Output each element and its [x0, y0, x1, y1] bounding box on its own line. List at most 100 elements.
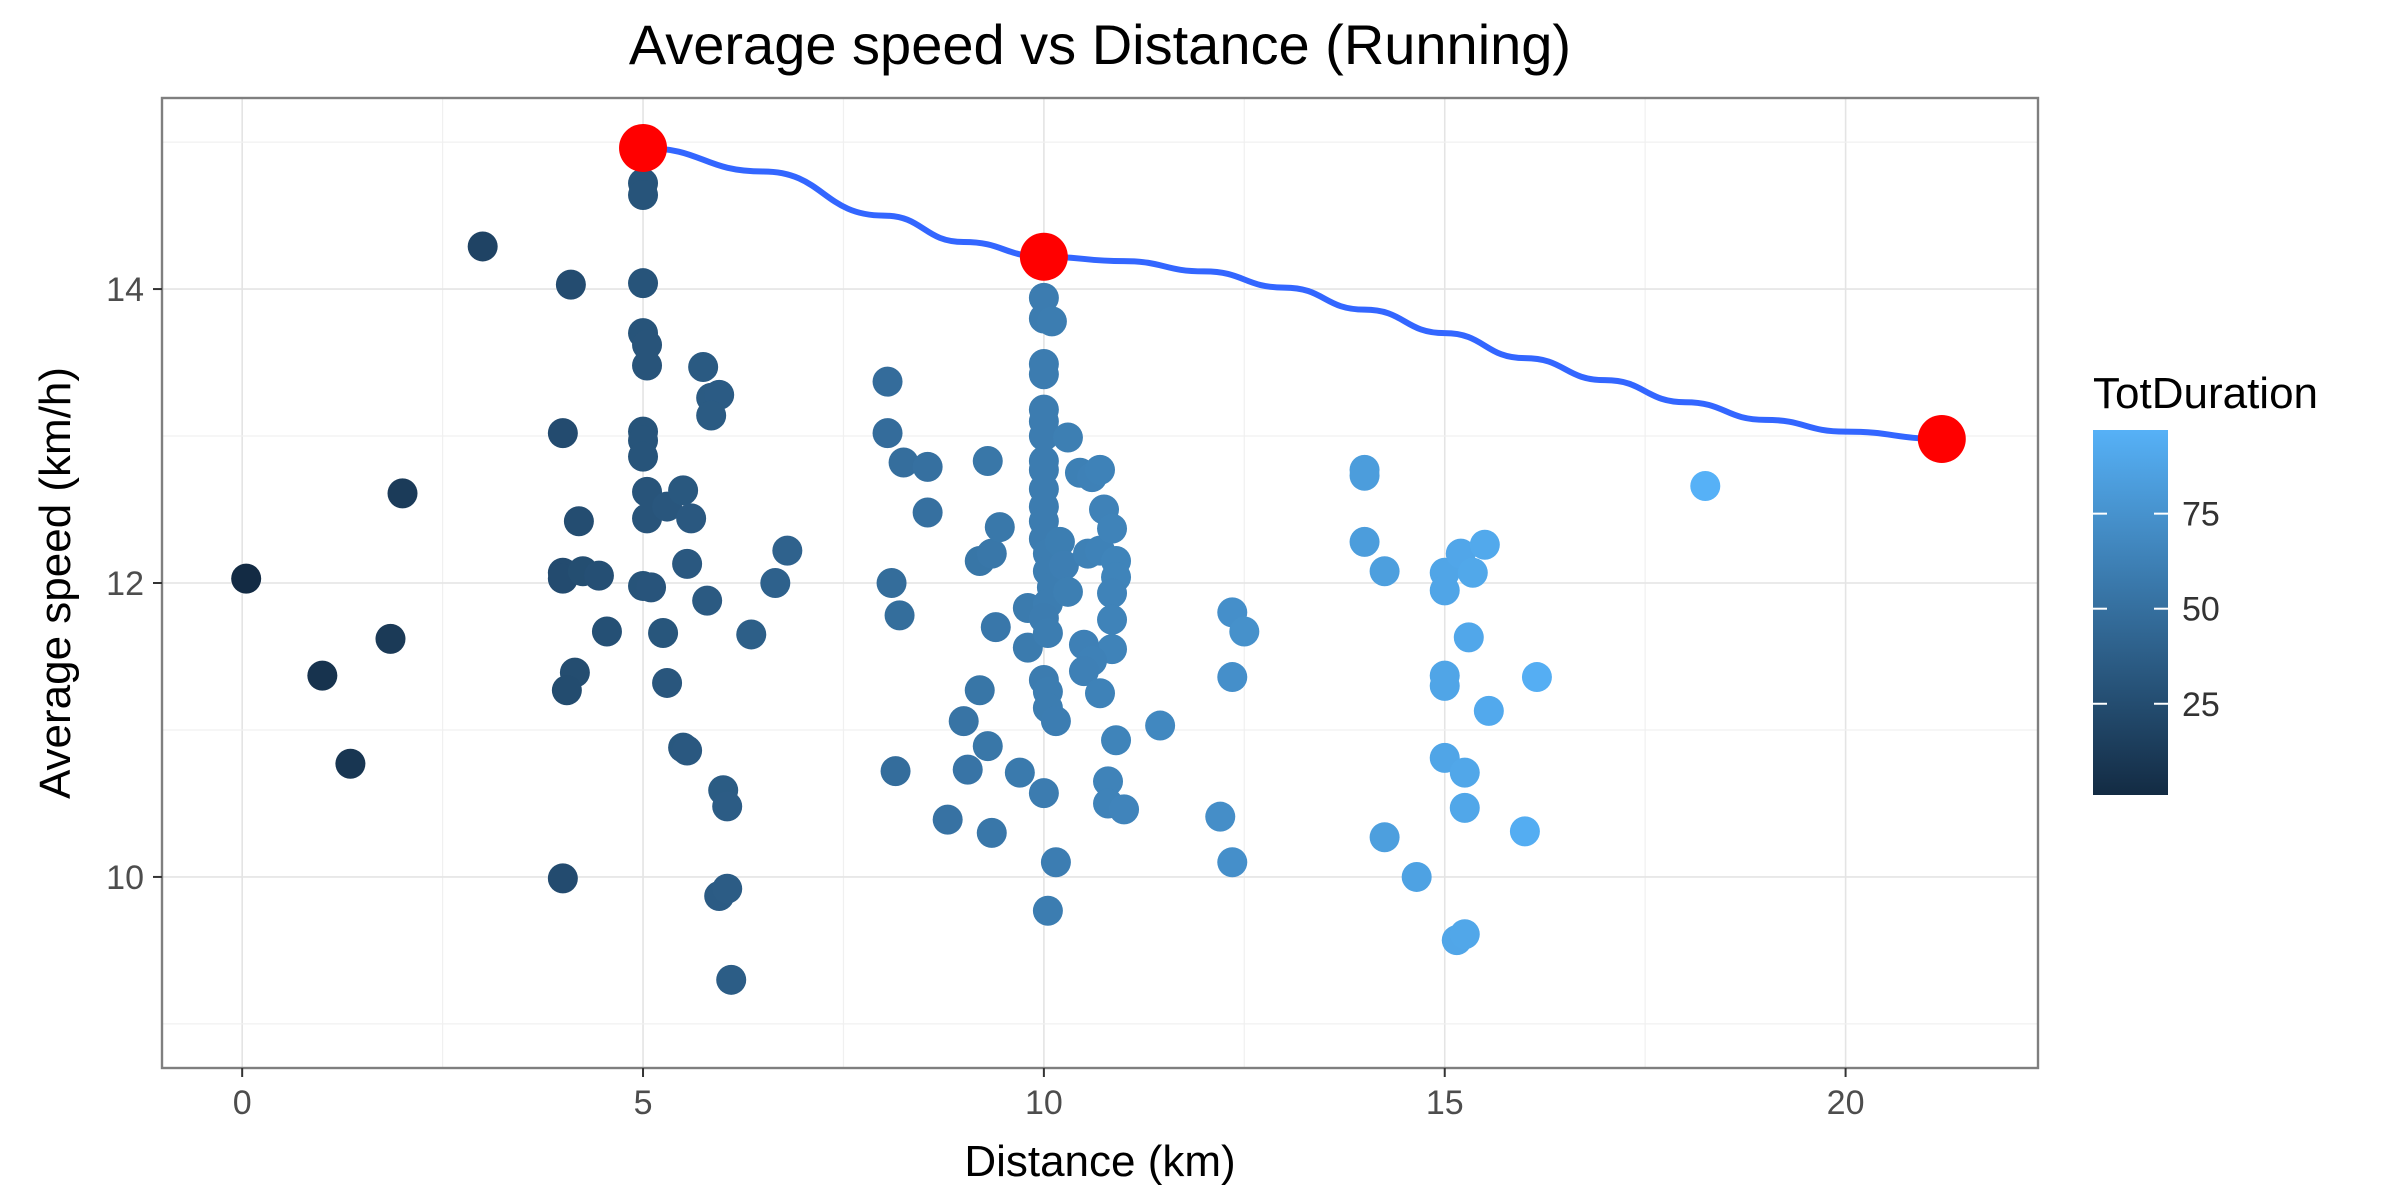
data-point: [375, 623, 406, 654]
y-tick-label: 12: [106, 565, 144, 603]
data-point: [1097, 604, 1128, 635]
data-point: [563, 506, 594, 537]
data-point: [964, 675, 995, 706]
data-point: [1085, 454, 1115, 485]
data-point: [231, 563, 262, 594]
data-point: [1369, 556, 1400, 587]
data-point: [1028, 359, 1059, 390]
data-point: [307, 660, 338, 691]
data-point: [888, 447, 919, 478]
data-point: [1109, 794, 1140, 825]
data-point: [976, 817, 1007, 848]
x-tick-label: 10: [1025, 1084, 1063, 1122]
data-point: [872, 366, 903, 397]
x-tick-label: 5: [634, 1084, 653, 1122]
data-point: [668, 475, 699, 506]
data-point: [1217, 662, 1248, 693]
legend-title: TotDuration: [2093, 369, 2318, 418]
data-point: [952, 754, 983, 785]
data-point: [1032, 895, 1063, 926]
data-point: [1449, 792, 1480, 823]
data-point: [648, 617, 679, 648]
color-legend: TotDuration 25 50 75: [2093, 369, 2318, 795]
data-point: [467, 231, 498, 262]
data-point: [1093, 766, 1124, 797]
legend-ticks: 25 50 75: [2093, 496, 2220, 724]
y-tick-label: 10: [106, 859, 144, 897]
data-point: [972, 446, 1003, 477]
y-axis-title: Average speed (km/h): [31, 367, 80, 799]
legend-colorbar: [2093, 430, 2168, 795]
data-point: [1349, 460, 1380, 491]
trend-line-layer: [640, 144, 1945, 442]
data-point: [1690, 471, 1721, 501]
data-point: [912, 451, 943, 482]
data-point: [583, 560, 614, 591]
data-point: [1044, 526, 1075, 557]
data-point: [387, 478, 418, 509]
x-tick-label: 20: [1827, 1084, 1865, 1122]
data-point: [1469, 529, 1500, 560]
data-point: [1449, 757, 1480, 788]
data-point: [1032, 617, 1063, 648]
data-point: [1509, 816, 1540, 847]
data-point: [716, 964, 747, 995]
data-point: [547, 863, 578, 894]
points-layer: [231, 168, 1721, 995]
data-point: [1068, 656, 1099, 687]
data-point: [672, 735, 703, 766]
data-point: [876, 568, 907, 598]
data-point: [1004, 757, 1035, 788]
highlight-points-layer: [619, 123, 1966, 463]
data-point: [551, 675, 582, 706]
data-point: [948, 706, 979, 737]
y-axis-ticks: 10 12 14: [106, 271, 162, 897]
data-point: [760, 568, 791, 598]
data-point: [980, 612, 1011, 643]
data-point: [1453, 622, 1484, 653]
data-point: [1369, 822, 1400, 853]
data-point: [676, 503, 707, 534]
data-point: [912, 497, 943, 528]
data-point: [1145, 710, 1176, 741]
data-point: [555, 269, 586, 300]
data-point: [1217, 847, 1248, 878]
data-point: [1521, 662, 1552, 693]
data-point: [591, 616, 622, 647]
data-point: [1052, 576, 1083, 607]
data-point: [1449, 919, 1480, 950]
data-point: [1052, 422, 1083, 453]
data-point: [1473, 695, 1504, 726]
data-point: [932, 804, 963, 835]
data-point: [736, 619, 767, 650]
data-point: [1429, 575, 1460, 606]
data-point: [712, 791, 743, 822]
data-point: [632, 329, 663, 360]
y-tick-label: 14: [106, 271, 144, 309]
data-point: [1229, 616, 1260, 647]
data-point: [884, 600, 915, 631]
data-point: [335, 748, 366, 779]
data-point: [652, 667, 683, 698]
data-point: [1097, 513, 1128, 544]
data-point: [628, 180, 659, 210]
data-point: [672, 548, 703, 579]
data-point: [636, 572, 667, 603]
data-point: [1457, 557, 1488, 588]
data-point: [1028, 282, 1059, 313]
data-point: [976, 538, 1007, 569]
data-point: [772, 535, 803, 566]
data-point: [1429, 670, 1460, 701]
legend-tick-label: 75: [2182, 496, 2220, 534]
x-axis-title: Distance (km): [964, 1137, 1235, 1186]
legend-tick-label: 50: [2182, 591, 2220, 629]
data-point: [1097, 578, 1128, 609]
data-point: [628, 268, 659, 299]
data-point: [712, 873, 743, 904]
legend-tick-label: 25: [2182, 686, 2220, 724]
highlight-point: [1019, 232, 1068, 281]
x-tick-label: 15: [1426, 1084, 1464, 1122]
data-point: [632, 350, 663, 381]
data-point: [628, 441, 659, 472]
